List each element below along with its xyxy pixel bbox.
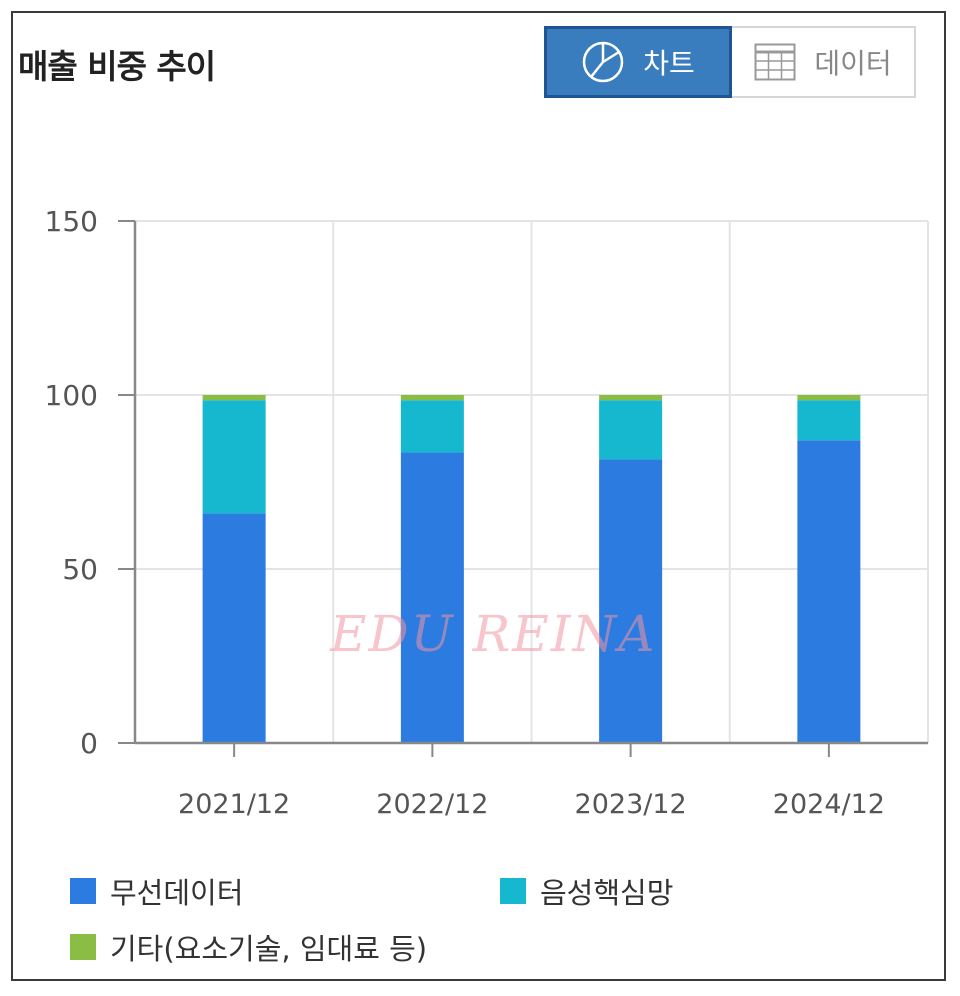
bar-segment[interactable] [599,400,663,460]
bar-segment[interactable] [202,400,266,514]
x-tick-label: 2022/12 [376,789,488,820]
legend-swatch-voice [500,878,526,904]
watermark: EDU REINA [330,605,657,663]
x-tick-label: 2024/12 [773,789,885,820]
legend-label-voice: 음성핵심망 [540,876,674,910]
y-tick-label: 50 [62,553,98,586]
legend-item-other[interactable]: 기타(요소기술, 임대료 등) [70,926,427,968]
bar-segment[interactable] [400,400,464,453]
bar-segment[interactable] [797,395,861,401]
legend-label-wireless: 무선데이터 [110,876,244,910]
legend-item-voice[interactable]: 음성핵심망 [500,870,673,912]
bar-segment[interactable] [797,440,861,743]
tab-chart-label: 차트 [643,47,695,80]
bar-segment[interactable] [400,452,464,743]
legend-swatch-other [70,934,96,960]
pie-chart-icon [582,41,624,83]
x-tick-label: 2021/12 [178,789,290,820]
tab-chart[interactable]: 차트 [544,26,732,98]
bar-segment[interactable] [202,395,266,401]
y-tick-label: 150 [45,205,98,238]
x-tick-label: 2023/12 [575,789,687,820]
bar-segment[interactable] [599,459,663,743]
tab-data-label: 데이터 [814,47,892,80]
page-title: 매출 비중 추이 [18,47,216,86]
table-icon [754,43,796,81]
bar-segment[interactable] [797,400,861,441]
legend-swatch-wireless [70,878,96,904]
bar-segment[interactable] [400,395,464,401]
view-toggle: 차트 데이터 [544,26,916,98]
legend-item-wireless[interactable]: 무선데이터 [70,870,243,912]
bar-segment[interactable] [202,513,266,743]
y-tick-label: 100 [45,379,98,412]
y-tick-label: 0 [80,727,98,760]
legend-label-other: 기타(요소기술, 임대료 등) [110,932,428,966]
bar-segment[interactable] [599,395,663,401]
tab-data[interactable]: 데이터 [732,28,914,96]
